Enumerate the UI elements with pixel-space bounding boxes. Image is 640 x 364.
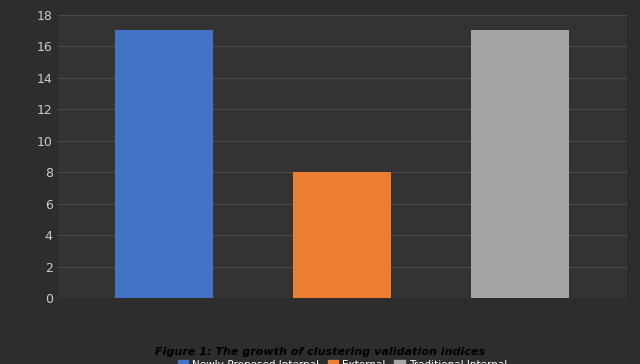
Text: Figure 1: The growth of clustering validation indices: Figure 1: The growth of clustering valid… [155,347,485,357]
Legend: Newly-Proposed Internal, External, Traditional Internal: Newly-Proposed Internal, External, Tradi… [175,356,510,364]
Bar [294,172,391,298]
Bar [115,30,213,298]
Bar [472,30,570,298]
